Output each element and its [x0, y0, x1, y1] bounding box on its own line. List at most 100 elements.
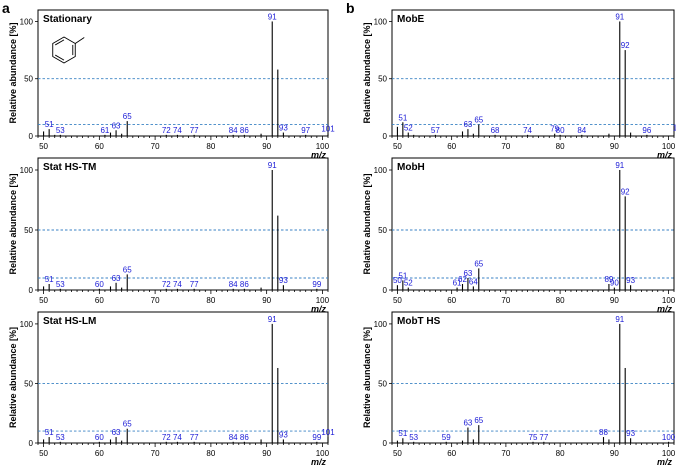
y-tick-label-50: 50	[378, 226, 387, 235]
x-tick-label-90: 90	[610, 296, 619, 305]
x-tick-label-90: 90	[610, 142, 619, 151]
x-tick-label-100: 100	[662, 142, 676, 151]
x-tick-label-80: 80	[556, 296, 565, 305]
x-axis-label: m/z	[657, 304, 673, 314]
peak-label-74: 74	[173, 126, 182, 135]
y-tick-label-50: 50	[24, 75, 33, 84]
x-tick-label-70: 70	[151, 142, 160, 151]
x-tick-label-80: 80	[556, 449, 565, 458]
peak-label-65: 65	[123, 420, 132, 429]
panel-letter-a: a	[2, 0, 10, 16]
x-tick-label-50: 50	[393, 296, 402, 305]
peak-label-51: 51	[45, 275, 54, 284]
x-tick-label-90: 90	[610, 449, 619, 458]
x-tick-label-70: 70	[501, 449, 510, 458]
panel-letter-b: b	[346, 0, 355, 16]
x-tick-label-70: 70	[151, 449, 160, 458]
x-tick-label-60: 60	[447, 449, 456, 458]
peak-label-93: 93	[626, 276, 635, 285]
peak-label-93: 93	[279, 276, 288, 285]
y-tick-label-0: 0	[383, 132, 388, 141]
spectrum-panel-6: 51 53 59 63 65 75 77 88 91 93 100 50 60 70 80 90 100 0 50 1…	[362, 311, 676, 465]
y-tick-label-0: 0	[29, 286, 34, 295]
y-axis-label: Relative abundance [%]	[8, 327, 18, 428]
peak-label-61: 61	[453, 279, 462, 288]
toluene-structure-icon	[52, 36, 85, 64]
peak-label-65: 65	[123, 112, 132, 121]
x-tick-label-90: 90	[262, 449, 271, 458]
y-axis-label: Relative abundance [%]	[8, 173, 18, 274]
panel-title: MobH	[397, 162, 425, 173]
peak-label-86: 86	[240, 280, 249, 289]
peak-label-96: 96	[642, 126, 651, 135]
methyl-bond	[75, 37, 85, 44]
peak-label-80: 80	[556, 126, 565, 135]
peak-label-92: 92	[621, 187, 630, 196]
peak-label-63: 63	[463, 120, 472, 129]
peak-label-86: 86	[240, 126, 249, 135]
peak-label-74: 74	[173, 280, 182, 289]
peak-label-62: 62	[458, 275, 467, 284]
x-tick-label-50: 50	[39, 449, 48, 458]
peak-label-79: 79	[550, 125, 559, 134]
x-tick-label-50: 50	[39, 296, 48, 305]
peak-label-92: 92	[621, 41, 630, 50]
y-tick-label-50: 50	[24, 226, 33, 235]
peak-label-65: 65	[474, 416, 483, 425]
y-tick-label-50: 50	[378, 379, 387, 388]
benzene-ring	[52, 36, 76, 64]
x-tick-label-90: 90	[262, 142, 271, 151]
panel-title: Stat HS-TM	[43, 162, 96, 173]
x-axis-label: m/z	[311, 457, 327, 465]
peak-label-65: 65	[474, 116, 483, 125]
y-tick-label-100: 100	[374, 17, 388, 26]
peak-label-65: 65	[123, 265, 132, 274]
x-tick-label-80: 80	[556, 142, 565, 151]
y-tick-label-100: 100	[20, 320, 34, 329]
x-tick-label-90: 90	[262, 296, 271, 305]
x-axis-label: m/z	[657, 457, 673, 465]
peak-label-91: 91	[615, 161, 624, 170]
y-tick-label-0: 0	[383, 439, 388, 448]
x-tick-label-100: 100	[316, 449, 330, 458]
x-tick-label-60: 60	[95, 449, 104, 458]
x-tick-label-80: 80	[206, 449, 215, 458]
x-axis-label: m/z	[657, 150, 673, 160]
y-tick-label-0: 0	[383, 286, 388, 295]
peak-label-102: 102	[673, 124, 676, 133]
peak-label-91: 91	[268, 161, 277, 170]
peak-label-77: 77	[190, 126, 199, 135]
x-tick-label-70: 70	[151, 296, 160, 305]
peak-label-68: 68	[491, 126, 500, 135]
peak-label-84: 84	[577, 126, 586, 135]
peak-label-86: 86	[240, 433, 249, 442]
peak-label-93: 93	[279, 124, 288, 133]
peak-label-89: 89	[604, 275, 613, 284]
peak-label-101: 101	[321, 428, 335, 437]
peak-label-51: 51	[398, 271, 407, 280]
peak-label-77: 77	[190, 433, 199, 442]
y-tick-label-0: 0	[29, 439, 34, 448]
x-tick-label-80: 80	[206, 142, 215, 151]
peak-label-51: 51	[398, 113, 407, 122]
peak-label-63: 63	[463, 269, 472, 278]
x-tick-label-50: 50	[393, 449, 402, 458]
peak-label-53: 53	[56, 280, 65, 289]
peak-label-100: 100	[662, 433, 676, 442]
plot-frame	[37, 9, 329, 137]
x-tick-label-60: 60	[447, 296, 456, 305]
y-tick-label-100: 100	[20, 17, 34, 26]
panel-title: Stationary	[43, 14, 92, 25]
peak-label-88: 88	[599, 428, 608, 437]
plot-frame	[37, 157, 329, 291]
plot-frame	[391, 311, 675, 444]
peak-label-51: 51	[45, 120, 54, 129]
peak-label-61: 61	[100, 126, 109, 135]
x-tick-label-100: 100	[662, 449, 676, 458]
peak-label-84: 84	[229, 126, 238, 135]
peak-label-60: 60	[95, 433, 104, 442]
peak-label-64: 64	[469, 277, 478, 286]
